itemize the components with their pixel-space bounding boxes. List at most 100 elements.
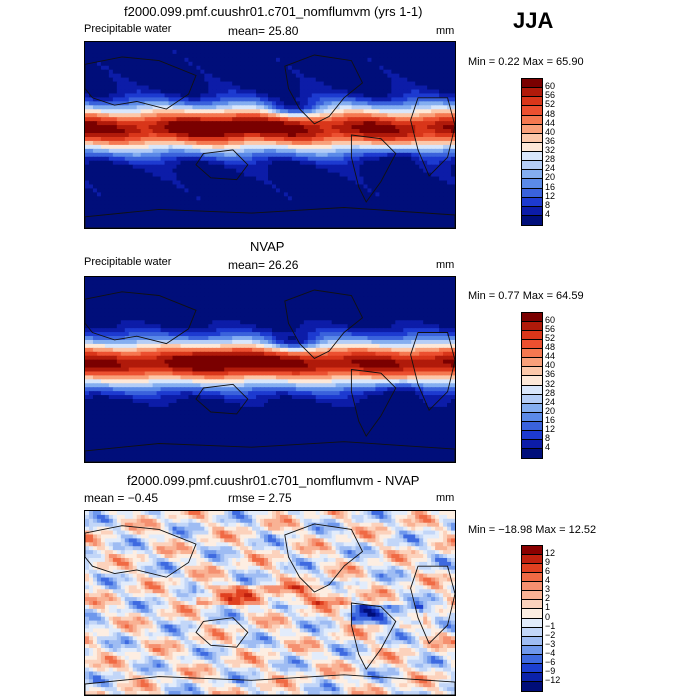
units-label: mm [436,25,455,37]
colorbar-swatch [522,645,542,655]
colorbar-tick-label: 4 [545,441,551,452]
colorbar-tick-label: 8 [545,432,551,443]
colorbar-tick-label: 48 [545,108,556,119]
map-field [85,511,455,695]
colorbar-tick-label: 6 [545,566,551,577]
colorbar-tick-label: 44 [545,351,556,362]
colorbar-swatch [522,546,542,556]
min-max-label: Min = 0.77 Max = 64.59 [468,290,584,302]
map-precipitable-water-nvap [84,276,456,463]
mean-label: mean = −0.45 [84,491,159,505]
colorbar-swatch [522,681,542,691]
season-label: JJA [513,8,554,33]
min-max-label: Min = −18.98 Max = 12.52 [468,524,597,536]
colorbar-tick-label: 20 [545,405,556,416]
colorbar-tick-label: −6 [545,656,556,667]
colorbar-tick-label: 56 [545,324,556,335]
colorbar-swatch [522,142,542,152]
colorbar-swatch [522,403,542,413]
colorbar-swatch [522,97,542,107]
coastline [350,368,397,437]
colorbar-tick-label: 16 [545,181,556,192]
colorbar-swatch [522,170,542,180]
colorbar-tick-label: 28 [545,387,556,398]
coastline [85,291,197,345]
panel-title: f2000.099.pmf.cuushr01.c701_nomflumvm (y… [124,4,423,19]
colorbar-swatch [522,206,542,216]
mean-label: mean= 26.26 [228,258,299,272]
colorbar-swatch [522,394,542,404]
colorbar-tick-label: 32 [545,145,556,155]
coastline [195,149,249,181]
field-label: Precipitable water [84,23,172,35]
colorbar-swatch [522,555,542,565]
colorbar-tick-label: 24 [545,396,556,407]
colorbar [521,312,543,459]
colorbar-tick-label: 9 [545,557,551,568]
colorbar-swatch [522,672,542,682]
colorbar-tick-label: 40 [545,360,556,371]
coastline [410,332,455,411]
colorbar-tick-label: 56 [545,90,556,101]
colorbar-swatch [522,349,542,359]
colorbar-tick-label: −12 [545,674,561,685]
colorbar-swatch [522,654,542,664]
colorbar-swatch [522,215,542,225]
colorbar-swatch [522,376,542,386]
panel-title: NVAP [250,239,285,254]
colorbar-tick-label: 60 [545,81,556,92]
colorbar-tick-label: 4 [545,575,551,586]
coastline [195,617,249,648]
colorbar-tick-label: 24 [545,163,556,174]
coastline [85,207,455,228]
colorbar-tick-label: 0 [545,611,551,622]
colorbar-tick-label: 12 [545,423,556,434]
colorbar-swatch [522,313,542,323]
colorbar-swatch [522,197,542,207]
coastline [410,97,455,177]
coastline [350,134,397,203]
colorbar-swatch [522,385,542,395]
colorbar-swatch [522,573,542,583]
colorbar-tick-label: 44 [545,117,556,128]
colorbar-swatch [522,600,542,610]
min-max-label: Min = 0.22 Max = 65.90 [468,56,584,68]
colorbar-tick-label: 12 [545,548,556,559]
colorbar-tick-label: −1 [545,620,556,631]
coastline [350,602,397,671]
units-label: mm [436,492,455,504]
coastline [284,54,364,125]
colorbar-swatch [522,88,542,98]
colorbar-tick-label: 52 [545,99,556,110]
colorbar-tick-label: −2 [545,629,556,640]
panel-title: f2000.099.pmf.cuushr01.c701_nomflumvm - … [127,473,420,488]
colorbar-swatch [522,609,542,619]
units-label: mm [436,259,455,271]
rmse-label: rmse = 2.75 [228,491,292,505]
colorbar-tick-label: 12 [545,190,556,201]
coastline [85,525,197,578]
colorbar-tick-label: 20 [545,172,556,183]
colorbar-swatch [522,412,542,422]
colorbar-tick-label: 36 [545,135,556,146]
colorbar-swatch [522,582,542,592]
colorbar-swatch [522,79,542,89]
colorbar-swatch [522,439,542,449]
coastline [284,523,364,593]
colorbar-tick-label: 36 [545,369,556,380]
map-precipitable-water-model [84,41,456,229]
coastline [85,56,197,110]
map-difference [84,510,456,696]
colorbar-swatch [522,161,542,171]
colorbar-swatch [522,188,542,198]
colorbar-swatch [522,430,542,440]
colorbar-swatch [522,152,542,162]
colorbar-swatch [522,106,542,116]
colorbar-swatch [522,124,542,134]
colorbar-tick-label: −4 [545,647,556,658]
colorbar-swatch [522,448,542,458]
coastline [195,383,249,415]
colorbar-swatch [522,564,542,574]
colorbar-tick-label: 3 [545,584,551,595]
field-label: Precipitable water [84,256,172,268]
